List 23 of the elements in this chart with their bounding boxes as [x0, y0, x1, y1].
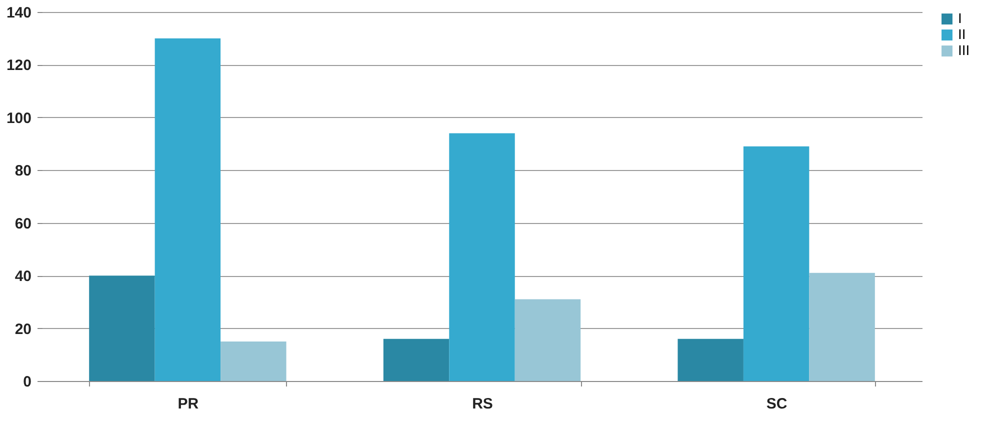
bar — [220, 341, 286, 381]
y-tick-label: 80 — [14, 162, 32, 180]
legend-label: II — [958, 26, 966, 42]
bar — [678, 338, 744, 381]
y-tick-label: 140 — [6, 4, 32, 22]
bar — [514, 299, 581, 381]
y-tick-label: 40 — [14, 268, 32, 286]
bar — [743, 146, 810, 381]
x-tick-label: SC — [766, 396, 788, 412]
y-tick-label: 120 — [6, 57, 32, 74]
legend-label: III — [958, 42, 970, 58]
y-tick-label: 100 — [6, 110, 32, 127]
legend-label: I — [958, 10, 962, 26]
x-tick-label: RS — [472, 396, 493, 412]
y-tick-label: 20 — [14, 320, 32, 338]
bar — [809, 272, 875, 381]
bar — [449, 133, 515, 381]
bar — [383, 338, 450, 381]
y-tick-label: 0 — [23, 374, 32, 390]
x-tick-label: PR — [178, 396, 199, 412]
bar — [89, 276, 155, 381]
bar — [154, 38, 221, 381]
y-tick-label: 60 — [14, 215, 32, 232]
